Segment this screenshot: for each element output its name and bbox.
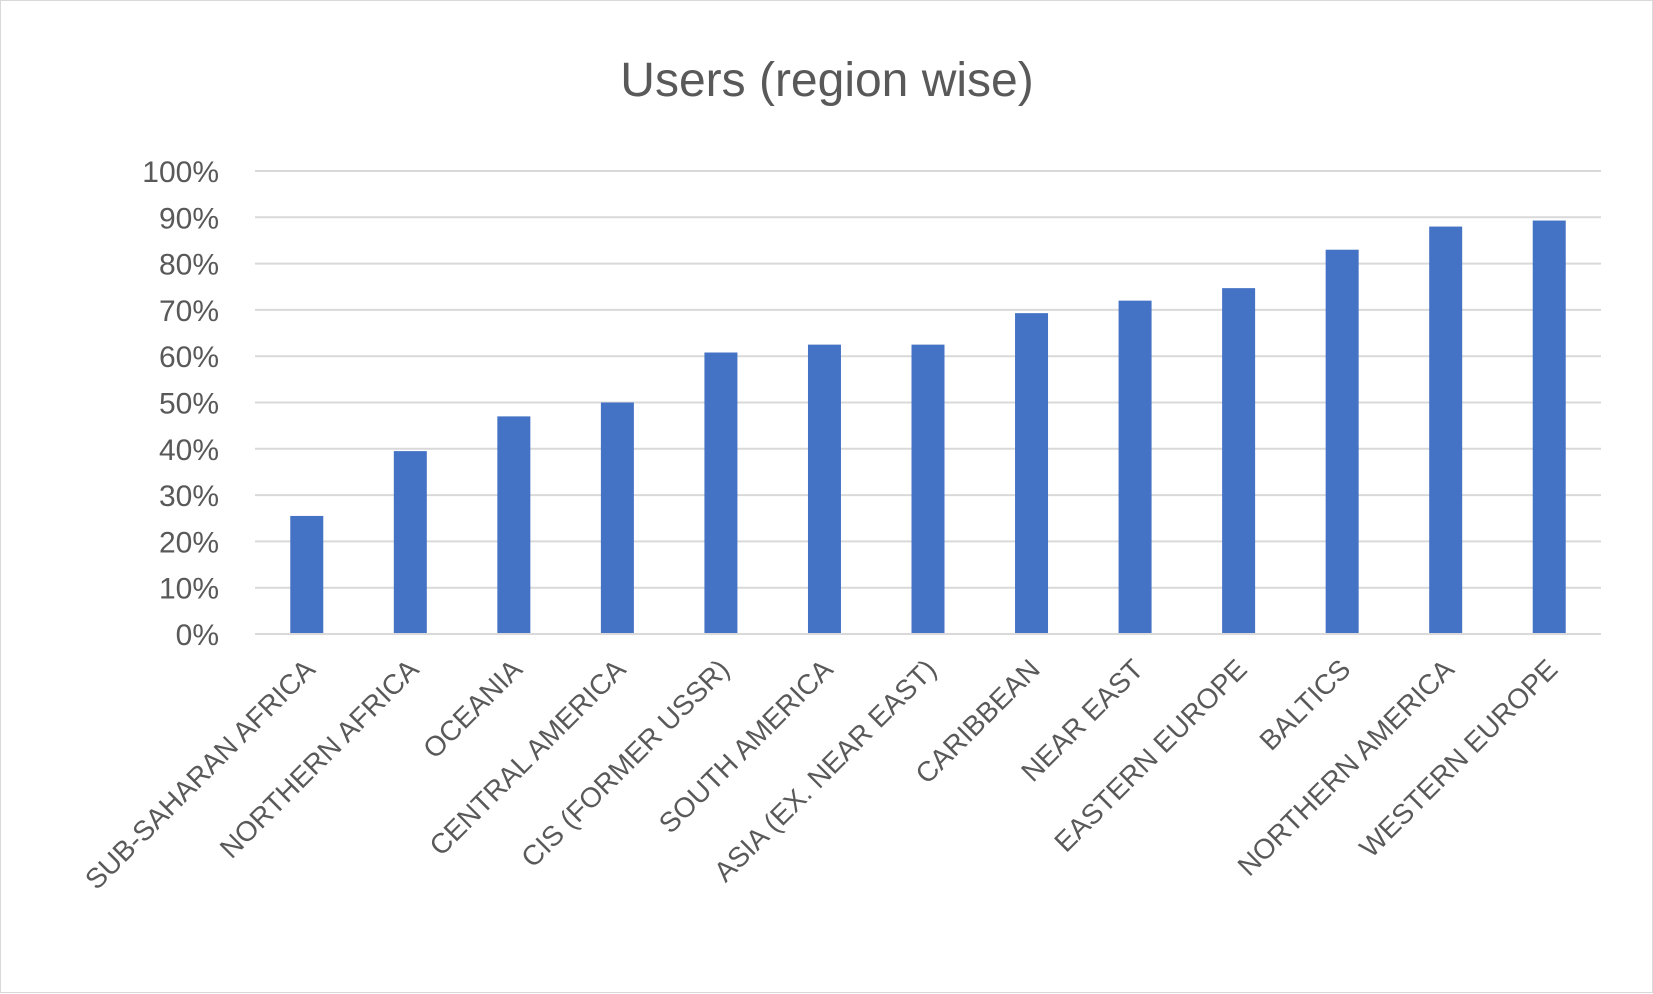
bar — [497, 416, 531, 634]
y-tick-label: 0% — [176, 619, 219, 652]
chart-title: Users (region wise) — [620, 54, 1033, 107]
bar — [290, 515, 324, 634]
bar — [1015, 313, 1049, 634]
y-tick-label: 70% — [159, 295, 219, 328]
bar — [911, 344, 945, 634]
x-category-label: BALTICS — [1253, 653, 1356, 756]
bar — [1532, 220, 1566, 634]
y-tick-label: 60% — [159, 341, 219, 374]
y-tick-label: 40% — [159, 434, 219, 467]
y-tick-label: 80% — [159, 249, 219, 282]
x-category-label: WESTERN EUROPE — [1353, 653, 1563, 863]
y-tick-label: 50% — [159, 388, 219, 421]
x-category-label: CIS (FORMER USSR) — [515, 653, 735, 873]
x-category-label: NORTHERN AFRICA — [214, 653, 425, 864]
y-tick-label: 90% — [159, 202, 219, 235]
x-category-label: OCEANIA — [417, 653, 528, 764]
y-tick-label: 100% — [142, 156, 219, 189]
y-tick-label: 20% — [159, 526, 219, 559]
bar — [1222, 288, 1256, 634]
x-category-label: EASTERN EUROPE — [1048, 653, 1253, 858]
y-axis-tick-labels: 0% 10% 20% 30% 40% 50% 60% 70% 80% 90% 100% — [142, 156, 219, 652]
bar — [1429, 226, 1463, 634]
bar — [600, 402, 634, 634]
y-tick-label: 30% — [159, 480, 219, 513]
bar — [393, 451, 427, 634]
bar — [1325, 249, 1359, 634]
x-category-label: CENTRAL AMERICA — [423, 653, 631, 861]
x-category-label: SOUTH AMERICA — [653, 653, 839, 839]
bars — [290, 220, 1566, 634]
x-category-label: NORTHERN AMERICA — [1232, 653, 1461, 882]
bar — [807, 344, 841, 634]
y-tick-label: 10% — [159, 573, 219, 606]
bar — [704, 352, 738, 634]
bar — [1118, 300, 1152, 634]
